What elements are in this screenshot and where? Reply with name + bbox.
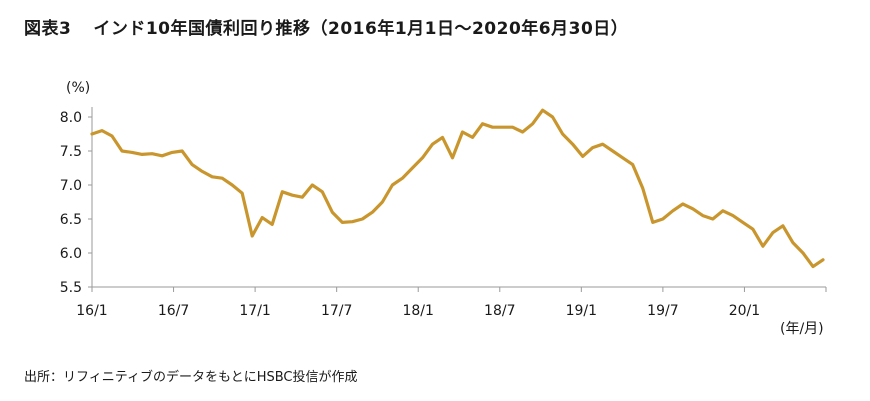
x-tick-label: 16/7	[158, 303, 189, 319]
y-tick-label: 6.0	[60, 246, 82, 262]
yield-series-line	[90, 108, 825, 269]
x-tick-label: 19/1	[566, 303, 597, 319]
y-tick-label: 7.5	[60, 144, 82, 160]
figure-number: 図表3	[24, 19, 72, 39]
x-tick-label: 20/1	[729, 303, 760, 319]
x-tick-label: 17/7	[321, 303, 352, 319]
source-note: 出所：リフィニティブのデータをもとにHSBC投信が作成	[24, 370, 358, 385]
y-tick-label: 7.0	[60, 178, 82, 194]
x-tick-labels: 16/1 16/7 17/1 17/7 18/1 18/7 19/1 19/7 20/1	[76, 303, 760, 319]
chart-title: 図表3 インド10年国債利回り推移（2016年1月1日～2020年6月30日）	[24, 14, 628, 39]
series-layer	[90, 108, 825, 269]
chart-axes	[88, 107, 827, 292]
title-text: インド10年国債利回り推移（2016年1月1日～2020年6月30日）	[93, 19, 629, 39]
x-tick-label: 19/7	[647, 303, 678, 319]
x-tick-label: 16/1	[76, 303, 107, 319]
y-tick-label: 6.5	[60, 212, 82, 228]
x-tick-label: 18/7	[484, 303, 515, 319]
x-tick-label: 17/1	[239, 303, 270, 319]
y-tick-label: 5.5	[60, 280, 82, 296]
x-tick-label: 18/1	[402, 303, 433, 319]
y-tick-labels: 5.5 6.0 6.5 7.0 7.5 8.0	[60, 110, 82, 296]
y-axis-unit-label: (%)	[66, 80, 91, 96]
x-axis-unit-label: (年/月)	[780, 321, 824, 337]
y-tick-label: 8.0	[60, 110, 82, 126]
